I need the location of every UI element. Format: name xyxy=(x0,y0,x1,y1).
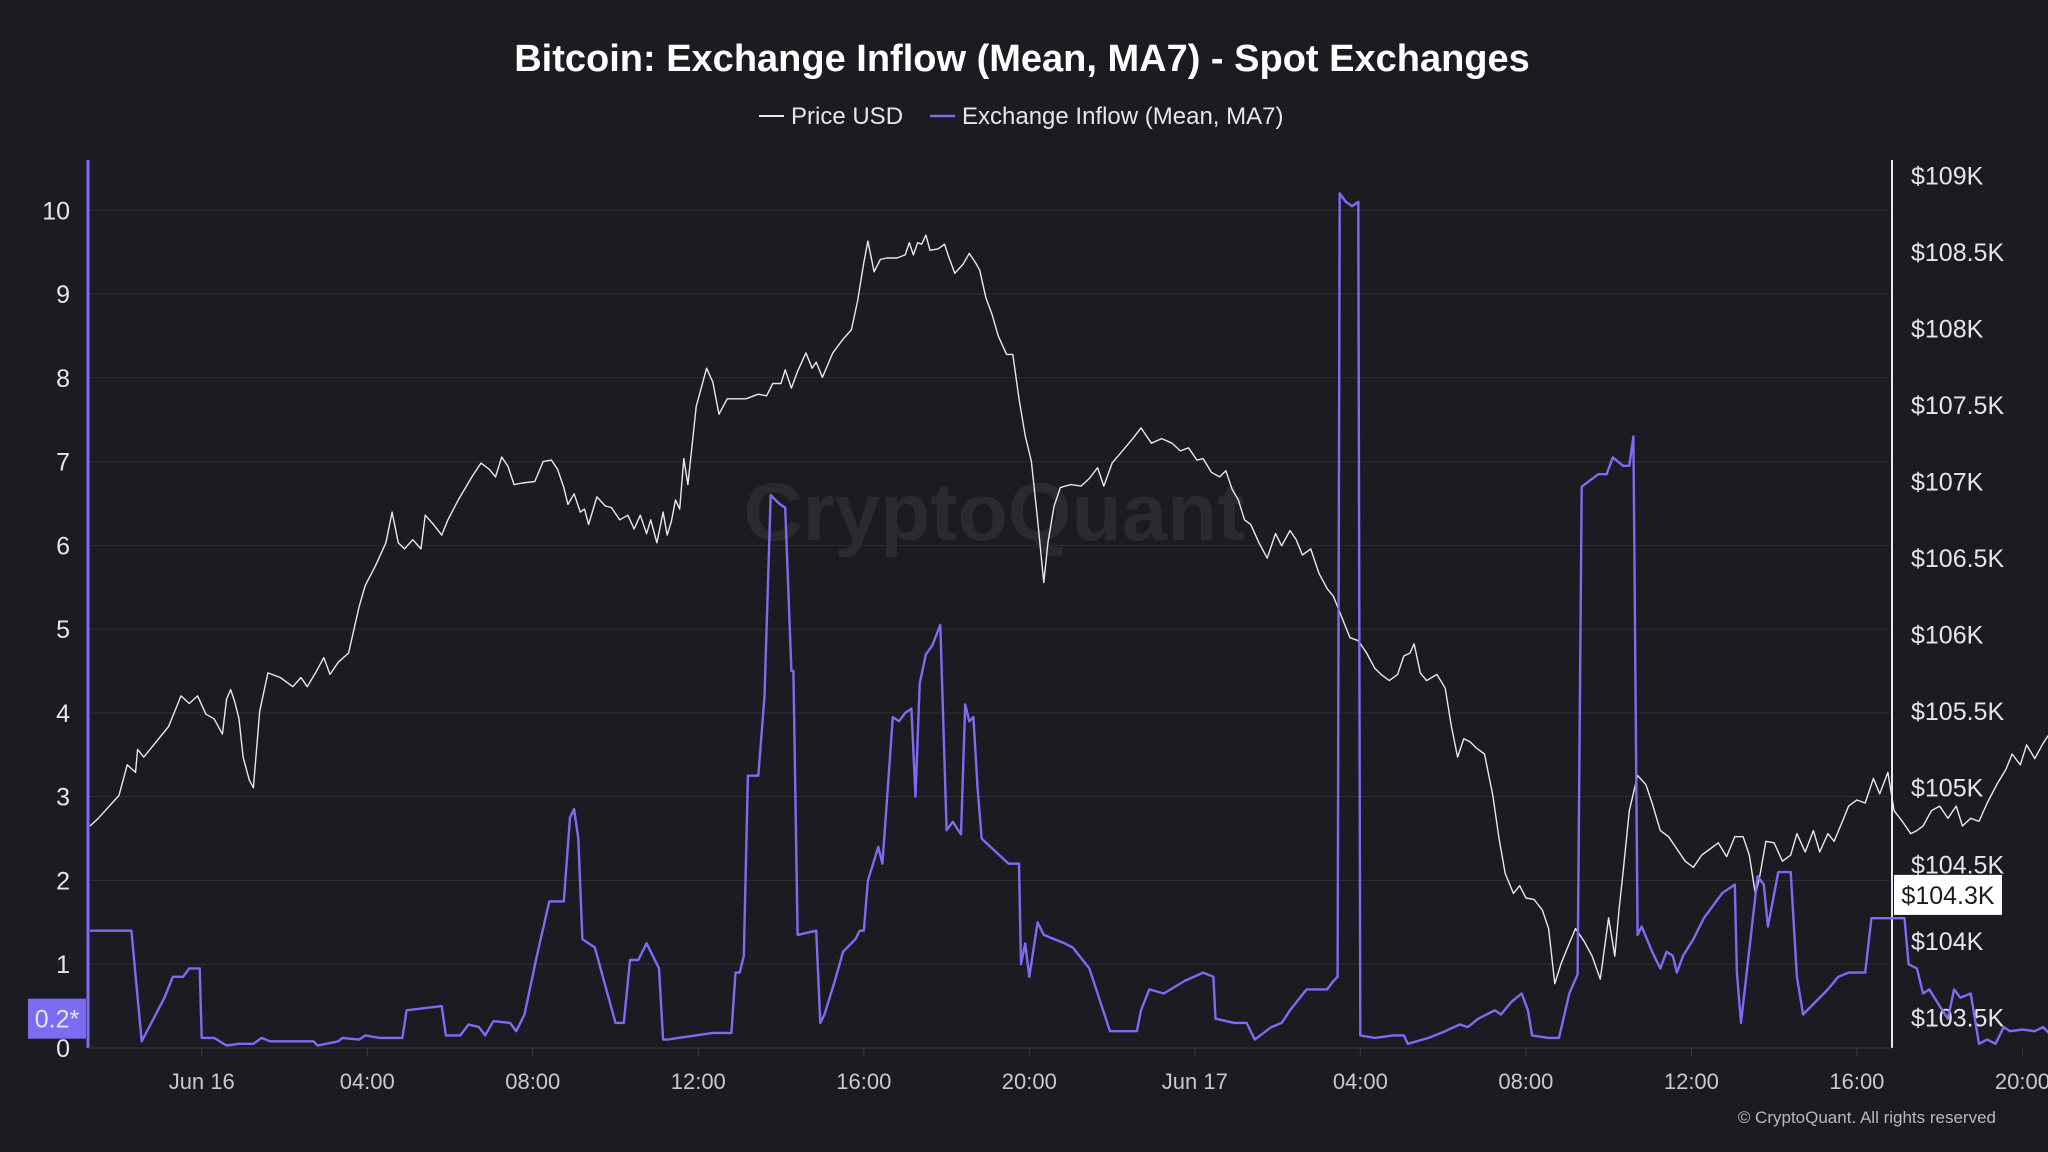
left-tick-label: 1 xyxy=(56,951,70,979)
x-tick-label: Jun 17 xyxy=(1162,1069,1228,1094)
right-tick-label: $106.5K xyxy=(1911,545,2004,573)
gridlines xyxy=(90,209,1890,1049)
x-tick-label: 20:00 xyxy=(1002,1069,1057,1094)
left-current-value-badge: 0.2* xyxy=(28,998,86,1039)
right-tick-label: $107K xyxy=(1911,469,1984,497)
series-price-usd-line xyxy=(89,234,2048,985)
x-tick-label: 04:00 xyxy=(1333,1069,1388,1094)
left-tick-label: 9 xyxy=(56,281,70,309)
x-tick-label: Jun 16 xyxy=(169,1069,235,1094)
x-axis-ticks: Jun 16 04:00 08:00 12:00 16:00 20:00 Jun 17 04:… xyxy=(169,1048,2048,1094)
right-tick-label: $109K xyxy=(1911,162,1984,190)
right-tick-label: $108K xyxy=(1911,315,1984,343)
legend-label-inflow: Exchange Inflow (Mean, MA7) xyxy=(962,103,1283,130)
right-tick-label: $105K xyxy=(1911,775,1984,803)
left-current-label: 0.2* xyxy=(35,1006,80,1034)
left-tick-label: 5 xyxy=(56,616,70,644)
right-current-value-badge: $104.3K xyxy=(1894,874,2002,915)
left-axis-ticks: 0 1 2 3 4 5 6 7 8 9 10 xyxy=(42,197,70,1063)
x-tick-label: 12:00 xyxy=(1664,1069,1719,1094)
watermark: CryptoQuant xyxy=(743,467,1244,558)
right-axis-ticks: $103.5K $104K $104.5K $105K $105.5K $106K $106… xyxy=(1911,162,2004,1032)
left-tick-label: 8 xyxy=(56,365,70,393)
chart-title: Bitcoin: Exchange Inflow (Mean, MA7) - S… xyxy=(514,38,1530,80)
series-exchange-inflow-line xyxy=(90,192,2048,1047)
right-tick-label: $107.5K xyxy=(1911,392,2004,420)
x-tick-label: 04:00 xyxy=(340,1069,395,1094)
legend-label-price: Price USD xyxy=(791,103,903,130)
left-tick-label: 10 xyxy=(42,197,70,225)
left-tick-label: 2 xyxy=(56,867,70,895)
right-tick-label: $104.5K xyxy=(1911,851,2004,879)
left-tick-label: 7 xyxy=(56,449,70,477)
right-tick-label: $106K xyxy=(1911,622,1984,650)
right-tick-label: $108.5K xyxy=(1911,239,2004,267)
x-tick-label: 20:00 xyxy=(1995,1069,2048,1094)
right-tick-label: $105.5K xyxy=(1911,698,2004,726)
x-tick-label: 16:00 xyxy=(836,1069,891,1094)
right-current-label: $104.3K xyxy=(1901,882,1994,910)
right-current-bg xyxy=(1894,874,2002,915)
x-tick-label: 08:00 xyxy=(505,1069,560,1094)
left-tick-label: 4 xyxy=(56,700,70,728)
right-tick-label: $103.5K xyxy=(1911,1004,2004,1032)
left-tick-label: 6 xyxy=(56,532,70,560)
legend-item-inflow[interactable]: Exchange Inflow (Mean, MA7) xyxy=(930,103,1283,130)
copyright: © CryptoQuant. All rights reserved xyxy=(1738,1108,1996,1127)
left-current-bg xyxy=(28,998,86,1039)
right-tick-label: $104K xyxy=(1911,928,1984,956)
legend-item-price[interactable]: Price USD xyxy=(759,103,903,130)
x-tick-label: 16:00 xyxy=(1829,1069,1884,1094)
x-tick-label: 08:00 xyxy=(1498,1069,1553,1094)
left-tick-label: 3 xyxy=(56,784,70,812)
left-tick-label: 0 xyxy=(56,1035,70,1063)
x-tick-label: 12:00 xyxy=(671,1069,726,1094)
legend: Price USD Exchange Inflow (Mean, MA7) xyxy=(759,103,1283,130)
